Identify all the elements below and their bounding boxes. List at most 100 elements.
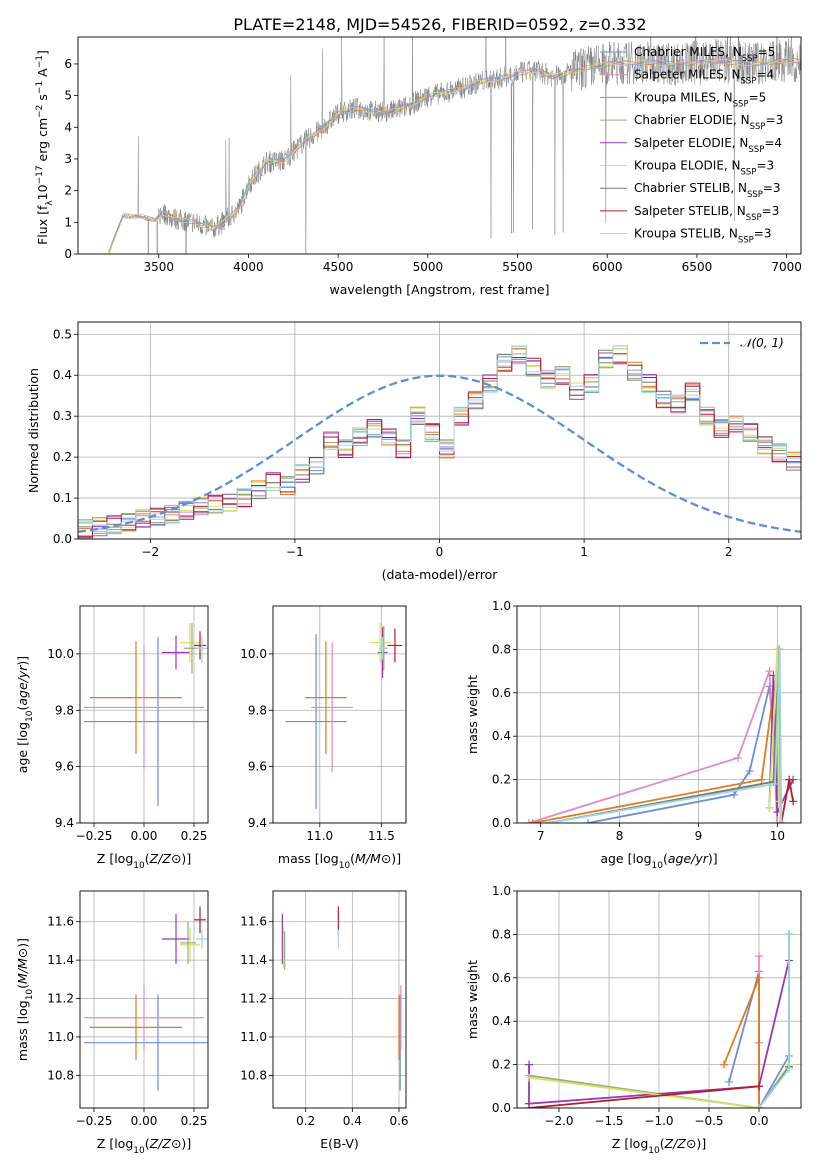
x-tick-label: −1 — [286, 545, 304, 559]
y-axis-label: mass weight — [465, 675, 480, 754]
y-tick-label: 6 — [64, 57, 72, 71]
y-tick-label: 10.8 — [47, 1068, 74, 1082]
y-tick-label: 4 — [64, 120, 72, 134]
y-tick-label: 0.2 — [492, 773, 511, 787]
y-tick-label: 0.1 — [53, 491, 72, 505]
y-tick-label: 9.4 — [248, 816, 267, 830]
x-tick-label: 10 — [770, 829, 785, 843]
y-tick-label: 0.2 — [53, 450, 72, 464]
model-spectrum-line — [108, 58, 801, 253]
x-tick-label: 11.0 — [306, 829, 333, 843]
plot-area — [517, 891, 801, 1108]
weight-point-marker — [785, 775, 794, 784]
x-tick-label: −1.0 — [644, 1114, 673, 1128]
legend-entry: Salpeter MILES, NSSP=4 — [634, 68, 774, 87]
x-tick-label: 0.0 — [749, 1114, 768, 1128]
y-tick-label: 3 — [64, 152, 72, 166]
weight-point-marker — [773, 819, 782, 823]
plot-area — [80, 891, 208, 1108]
legend-entry: Chabrier ELODIE, NSSP=3 — [634, 113, 783, 132]
x-axis-label: Z [log10(Z/Z⊙)] — [97, 1136, 191, 1156]
weight-point-marker — [785, 930, 793, 939]
axes-age_vs_Z: −0.25 0.00 0.25 9.4 9.6 9.8 10.0 Z [log10(Z/Z⊙)… — [15, 605, 209, 871]
y-tick-label: 9.8 — [55, 703, 74, 717]
weight-point-marker — [584, 819, 592, 823]
weight-point-marker — [524, 819, 533, 823]
weight-point-marker — [725, 1077, 733, 1086]
y-tick-label: 9.6 — [248, 760, 267, 774]
x-tick-label: 0.25 — [181, 829, 208, 843]
weight-point-marker — [789, 797, 798, 806]
weight-series-line — [768, 649, 783, 823]
weight-point-marker — [785, 1064, 793, 1073]
y-tick-label: 11.2 — [47, 992, 74, 1006]
y-axis-label: mass [log10(M/M⊙)] — [15, 938, 35, 1061]
x-axis-label: Z [log10(Z/Z⊙)] — [97, 851, 191, 871]
y-tick-label: 11.0 — [47, 1030, 74, 1044]
plot-area — [273, 891, 406, 1108]
y-tick-label: 11.4 — [240, 953, 267, 967]
y-tick-label: 0.8 — [492, 927, 511, 941]
y-tick-label: 0.6 — [492, 686, 511, 700]
x-tick-label: 7 — [537, 829, 545, 843]
x-tick-label: 0.2 — [296, 1114, 315, 1128]
axes-mass_vs_ebv: 0.2 0.4 0.6 10.8 11.0 11.2 11.4 11.6 E(B-V) — [240, 890, 409, 1151]
y-tick-label: 1.0 — [492, 884, 511, 898]
x-tick-label: 9 — [695, 829, 703, 843]
x-axis-label: mass [log10(M/M⊙)] — [278, 851, 401, 871]
y-tick-label: 0.0 — [53, 532, 72, 546]
x-tick-label: 0.00 — [131, 1114, 158, 1128]
y-tick-label: 0.8 — [492, 642, 511, 656]
normal-curve — [78, 374, 801, 533]
axes-weight_vs_Z: −2.0 −1.5 −1.0 −0.5 0.0 0.0 0.2 0.4 0.6 0.8 1.0 Z [… — [465, 884, 802, 1156]
y-tick-label: 0 — [64, 247, 72, 261]
x-tick-label: 11.5 — [368, 829, 395, 843]
y-tick-label: 0.4 — [492, 729, 511, 743]
legend-entry: Chabrier STELIB, NSSP=3 — [634, 181, 781, 200]
legend-entry: Salpeter STELIB, NSSP=3 — [634, 204, 779, 223]
y-tick-label: 9.4 — [55, 816, 74, 830]
weight-point-marker — [755, 1082, 763, 1091]
legend-entry: 𝒩(0, 1) — [740, 336, 784, 350]
x-tick-label: 7000 — [771, 260, 802, 274]
y-axis-label: mass weight — [465, 960, 480, 1039]
plot-area — [273, 606, 406, 823]
x-axis-label: age [log10(age/yr)] — [600, 851, 717, 871]
y-axis-label: Flux [fλ10−17 erg cm−2 s−1 A−1] — [35, 50, 55, 245]
x-tick-label: −2 — [141, 545, 159, 559]
weight-point-marker — [755, 952, 763, 961]
x-tick-label: 5500 — [502, 260, 533, 274]
weight-point-marker — [525, 1060, 533, 1069]
model-spectrum-line — [108, 58, 801, 254]
axes-weight_vs_age: 7 8 9 10 0.0 0.2 0.4 0.6 0.8 1.0 age [log10(age/yr… — [465, 599, 802, 871]
weight-point-marker — [757, 775, 766, 784]
weight-point-marker — [525, 1104, 533, 1108]
x-tick-label: −2.0 — [544, 1114, 573, 1128]
y-axis-label: Normed distribution — [26, 368, 41, 493]
figure-title: PLATE=2148, MJD=54526, FIBERID=0592, z=0… — [233, 15, 646, 34]
y-tick-label: 11.0 — [240, 1030, 267, 1044]
x-tick-label: 0.25 — [181, 1114, 208, 1128]
axes-mass_vs_Z: −0.25 0.00 0.25 10.8 11.0 11.2 11.4 11.6 Z [log1… — [15, 890, 209, 1156]
data-spectrum-line — [108, 37, 801, 254]
weight-point-marker — [770, 779, 779, 788]
y-tick-label: 9.8 — [248, 703, 267, 717]
weight-point-marker — [755, 973, 763, 982]
x-tick-label: −0.5 — [694, 1114, 723, 1128]
weight-point-marker — [765, 667, 774, 676]
x-tick-label: 6000 — [592, 260, 623, 274]
y-tick-label: 0.0 — [492, 1101, 511, 1115]
x-tick-label: 0 — [436, 545, 444, 559]
y-tick-label: 9.6 — [55, 760, 74, 774]
weight-point-marker — [755, 1104, 763, 1108]
weight-point-marker — [733, 753, 742, 762]
weight-point-marker — [525, 1073, 533, 1082]
x-tick-label: −1.5 — [594, 1114, 623, 1128]
axes-age_vs_mass: 11.0 11.5 9.4 9.6 9.8 10.0 mass [log10(M/M⊙)] — [240, 605, 407, 871]
x-axis-label: (data-model)/error — [382, 567, 499, 582]
x-tick-label: −0.25 — [76, 1114, 113, 1128]
axes-frame — [77, 36, 802, 255]
x-tick-label: 4000 — [233, 260, 264, 274]
weight-point-marker — [777, 819, 786, 823]
